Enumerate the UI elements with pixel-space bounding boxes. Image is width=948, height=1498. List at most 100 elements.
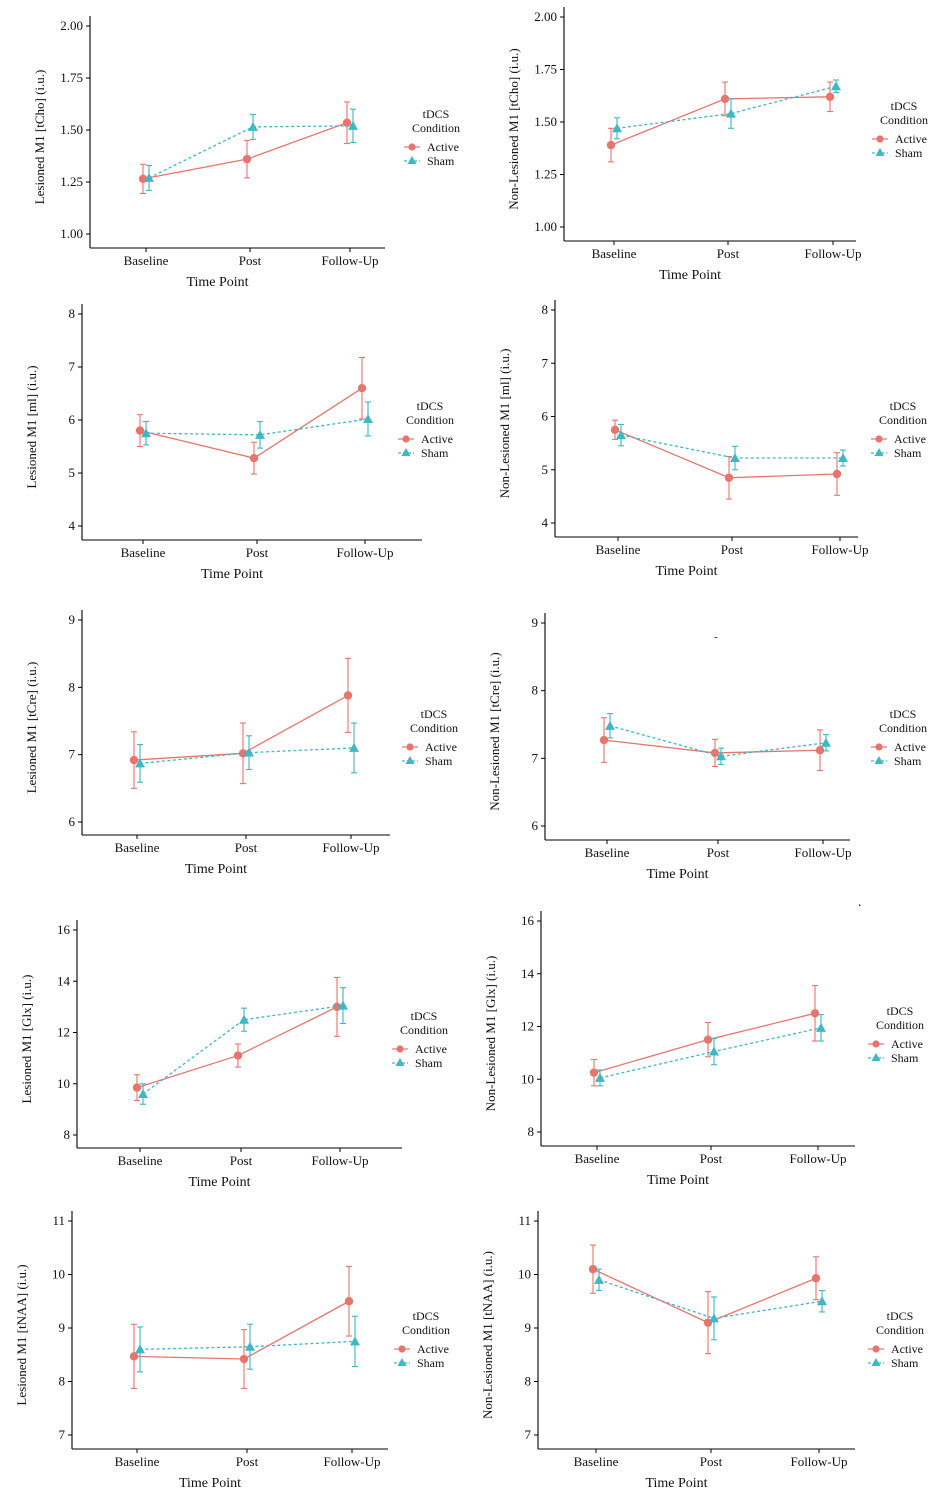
y-tick-label: 7 (69, 359, 76, 374)
chart-panel-4: 6 7 8 9 Baseline Post Follow-Up Time Point Lesio… (24, 610, 458, 877)
legend-title: tDCS (887, 1004, 914, 1018)
data-point-sham (605, 720, 615, 730)
y-tick-label: 5 (542, 462, 549, 477)
data-point-active (242, 154, 252, 164)
chart-panel-6: 8 10 12 14 16 Baseline Post Follow-Up Time Point… (19, 920, 448, 1190)
data-point-active (599, 735, 609, 745)
legend-key-active (402, 435, 410, 443)
legend-key-sham (407, 156, 417, 164)
data-point-active (343, 691, 353, 700)
legend-title: Condition (406, 413, 454, 427)
chart-panel-0: 1.00 1.25 1.50 1.75 2.00 Baseline Post Follow-U… (32, 16, 460, 290)
x-tick-label: Baseline (574, 1454, 619, 1469)
legend-label: Active (894, 432, 926, 446)
data-point-sham (363, 413, 373, 423)
x-tick-label: Follow-Up (336, 545, 393, 560)
data-point-sham (709, 1046, 719, 1056)
y-tick-label: 14 (57, 973, 71, 988)
data-point-sham (348, 120, 358, 130)
legend-label: Active (427, 140, 459, 154)
data-point-active (249, 453, 259, 463)
data-point-sham (245, 1341, 255, 1351)
legend-label: Active (417, 1342, 449, 1356)
data-point-active (810, 1009, 820, 1018)
data-point-sham (255, 429, 265, 439)
legend-title: tDCS (417, 399, 444, 413)
y-tick-label: 8 (525, 1374, 532, 1389)
legend-key-active (398, 1345, 406, 1353)
data-point-sham (141, 428, 151, 438)
y-tick-label: 6 (69, 814, 76, 829)
chart-panel-8: 7 8 9 10 11 Baseline Post Follow-Up Time Point Le… (14, 1211, 450, 1491)
legend-label: Active (894, 740, 926, 754)
x-axis-title: Time Point (645, 1476, 707, 1491)
y-tick-label: 8 (64, 1127, 71, 1142)
data-point-sham (135, 758, 145, 768)
x-tick-label: Post (700, 1151, 723, 1166)
data-point-active (589, 1068, 599, 1077)
legend-label: Active (895, 132, 927, 146)
legend-label: Active (891, 1342, 923, 1356)
y-tick-label: 16 (521, 913, 535, 928)
y-tick-label: 7 (525, 1427, 532, 1442)
y-axis-title: Lesioned M1 [tCre] (i.u.) (24, 662, 39, 794)
legend-label: Sham (894, 754, 922, 768)
y-axis-title: Lesioned M1 [ml] (i.u.) (24, 365, 39, 488)
data-point-active (132, 1083, 142, 1092)
y-axis-title: Lesioned M1 [tNAA] (i.u.) (14, 1264, 29, 1405)
data-point-sham (816, 1022, 826, 1032)
data-point-sham (244, 747, 254, 757)
y-axis-title: Non-Lesioned M1 [Glx] (i.u.) (483, 956, 498, 1112)
legend-label: Sham (891, 1356, 919, 1370)
data-point-active (815, 746, 825, 755)
data-point-sham (817, 1296, 827, 1306)
x-tick-label: Follow-Up (789, 1151, 846, 1166)
data-point-active (239, 1354, 249, 1364)
legend-key-active (396, 1045, 404, 1053)
y-tick-label: 4 (69, 518, 76, 533)
legend-title: Condition (412, 121, 460, 135)
chart-panel-5: 6 7 8 9 Baseline Post Follow-Up Time Point Non-L… (487, 613, 927, 882)
data-point-sham (144, 172, 154, 182)
y-tick-label: 1.50 (534, 114, 557, 129)
x-axis-title: Time Point (186, 275, 248, 290)
y-tick-label: 4 (542, 515, 549, 530)
y-tick-label: 16 (57, 922, 71, 937)
x-axis-title: Time Point (655, 564, 717, 579)
y-tick-label: 6 (69, 412, 76, 427)
x-tick-label: Post (700, 1454, 723, 1469)
y-tick-label: 11 (518, 1213, 531, 1228)
legend-label: Sham (895, 146, 923, 160)
data-point-active (832, 469, 842, 479)
legend-key-sham (874, 448, 884, 456)
y-tick-label: 8 (532, 683, 539, 698)
y-axis-title: Non-Lesioned M1 [ml] (i.u.) (497, 349, 512, 499)
y-axis-title: Lesioned M1 [Glx] (i.u.) (19, 975, 34, 1104)
legend-title: tDCS (413, 1309, 440, 1323)
legend-title: Condition (879, 413, 927, 427)
data-point-active (129, 1352, 139, 1361)
data-point-active (357, 384, 367, 393)
data-point-sham (726, 108, 736, 118)
x-tick-label: Post (707, 845, 730, 860)
y-tick-label: 6 (542, 409, 549, 424)
legend-label: Sham (415, 1056, 443, 1070)
data-point-sham (831, 81, 841, 91)
data-point-active (588, 1264, 598, 1274)
legend-key-sham (875, 148, 885, 156)
series-line-active (593, 1012, 816, 1074)
x-axis-title: Time Point (185, 862, 247, 877)
x-axis-title: Time Point (646, 867, 708, 882)
legend-label: Active (415, 1042, 447, 1056)
y-tick-label: 1.75 (60, 70, 83, 85)
series-line-active (614, 429, 838, 479)
x-tick-label: Post (721, 542, 744, 557)
legend-label: Active (891, 1037, 923, 1051)
y-tick-label: 9 (69, 612, 76, 627)
